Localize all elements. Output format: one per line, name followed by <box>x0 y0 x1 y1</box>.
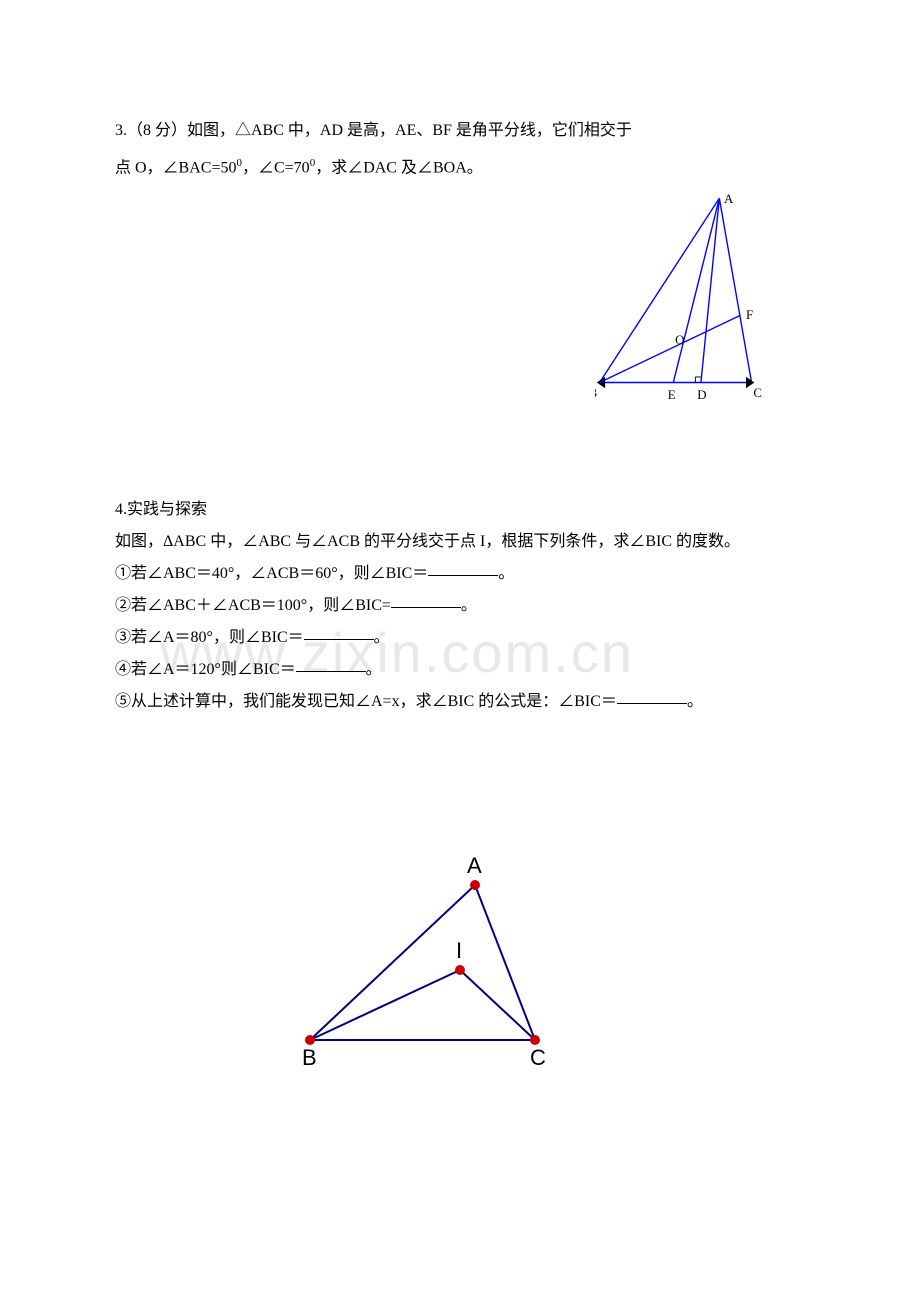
blank-fill <box>428 558 498 576</box>
text-part: 。 <box>498 565 514 582</box>
problem-3-line1: 3.（8 分）如图，△ABC 中，AD 是高，AE、BF 是角平分线，它们相交于 <box>115 115 810 147</box>
text-part: 。 <box>374 629 390 646</box>
text-part: 点 O，∠BAC=50 <box>115 159 236 176</box>
problem-4: 4.实践与探索 如图，ΔABC 中，∠ABC 与∠ACB 的平分线交于点 I，根… <box>115 494 810 718</box>
svg-text:I: I <box>456 938 462 963</box>
text-part: ，求∠DAC 及∠BOA。 <box>315 159 483 176</box>
problem-3: 3.（8 分）如图，△ABC 中，AD 是高，AE、BF 是角平分线，它们相交于… <box>115 115 810 184</box>
blank-fill <box>391 590 461 608</box>
blank-fill <box>304 622 374 640</box>
problem-4-title: 4.实践与探索 <box>115 494 810 526</box>
text-part: ③若∠A＝80°，则∠BIC＝ <box>115 629 304 646</box>
text-part: ，∠C=70 <box>242 159 310 176</box>
text-part: ④若∠A＝120°则∠BIC＝ <box>115 661 296 678</box>
problem-4-sub3: ③若∠A＝80°，则∠BIC＝ 。 <box>115 622 810 654</box>
svg-text:A: A <box>467 853 482 878</box>
problem-4-sub4: ④若∠A＝120°则∠BIC＝ 。 <box>115 654 810 686</box>
problem-4-sub5: ⑤从上述计算中，我们能发现已知∠A=x，求∠BIC 的公式是：∠BIC＝ 。 <box>115 686 810 718</box>
problem-4-sub2: ②若∠ABC＋∠ACB＝100°，则∠BIC= 。 <box>115 590 810 622</box>
text-part: ①若∠ABC＝40°，∠ACB＝60°，则∠BIC＝ <box>115 565 428 582</box>
blank-fill <box>617 686 687 704</box>
text-part: 。 <box>461 597 477 614</box>
svg-text:C: C <box>530 1045 546 1070</box>
figure-triangle-2: A B C I <box>280 835 580 1085</box>
blank-fill <box>296 654 366 672</box>
problem-4-line1: 如图，ΔABC 中，∠ABC 与∠ACB 的平分线交于点 I，根据下列条件，求∠… <box>115 526 810 558</box>
problem-3-line2: 点 O，∠BAC=500，∠C=700，求∠DAC 及∠BOA。 <box>115 147 810 184</box>
text-part: 。 <box>366 661 382 678</box>
text-part: ⑤从上述计算中，我们能发现已知∠A=x，求∠BIC 的公式是：∠BIC＝ <box>115 693 617 710</box>
problem-4-sub1: ①若∠ABC＝40°，∠ACB＝60°，则∠BIC＝ 。 <box>115 558 810 590</box>
text-part: ②若∠ABC＋∠ACB＝100°，则∠BIC= <box>115 597 391 614</box>
text-part: 。 <box>687 693 703 710</box>
svg-text:B: B <box>302 1045 317 1070</box>
